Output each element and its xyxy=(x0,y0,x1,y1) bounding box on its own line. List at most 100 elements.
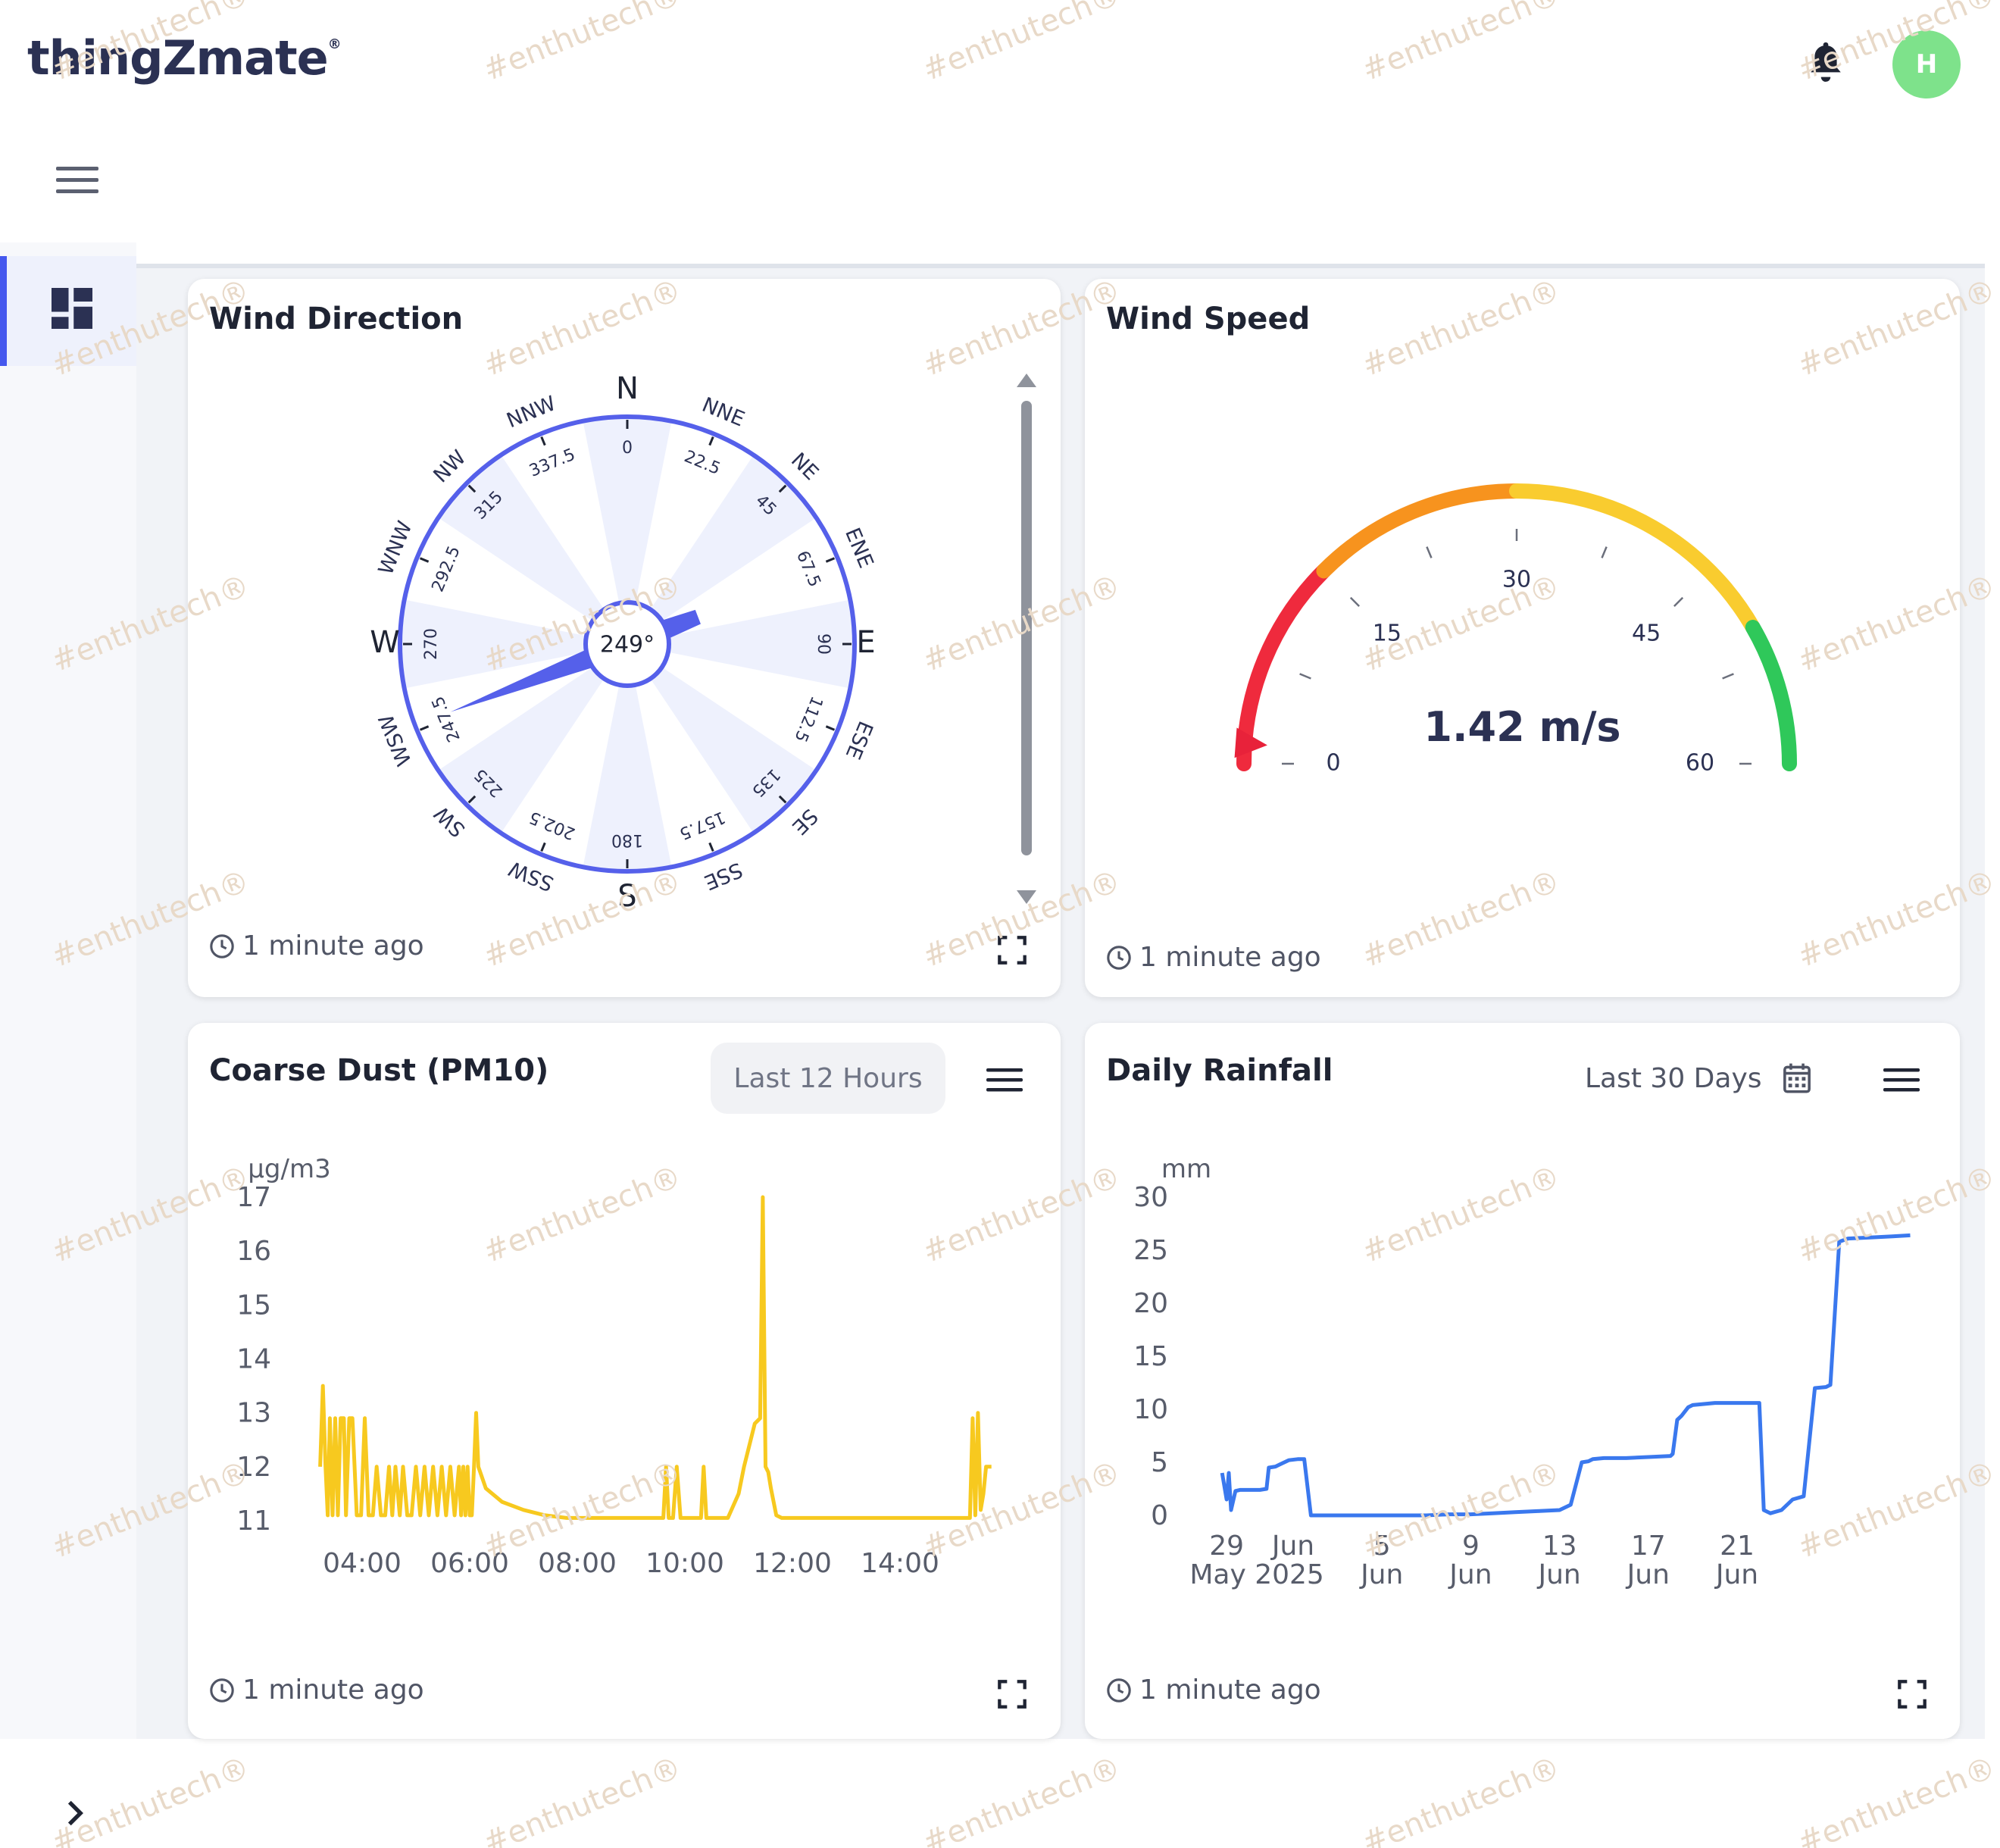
last-updated: 1 minute ago xyxy=(209,1674,424,1706)
compass-cardinal-label: W xyxy=(370,625,400,660)
logo-mark: ® xyxy=(327,36,342,52)
calendar-icon xyxy=(1783,1063,1811,1093)
compass-degree-label: 157.5 xyxy=(677,807,728,843)
fullscreen-icon[interactable] xyxy=(997,935,1027,965)
compass-cardinal-label: N xyxy=(616,371,639,406)
fullscreen-icon[interactable] xyxy=(1897,1679,1927,1709)
y-tick-label: 11 xyxy=(236,1506,271,1537)
daily-rainfall-card: Daily Rainfall Last 30 Days mm 0 5 10 15 20 25… xyxy=(1085,1023,1960,1739)
gauge-pointer xyxy=(1234,727,1267,758)
compass-sector xyxy=(627,455,817,644)
gauge-tick-label: 30 xyxy=(1502,567,1531,593)
gauge-band xyxy=(1316,483,1524,579)
compass-degree-label: 292.5 xyxy=(429,543,464,595)
y-tick-label: 10 xyxy=(1133,1394,1168,1425)
gauge-tick xyxy=(1426,546,1433,558)
gauge-tick xyxy=(1299,673,1311,680)
canvas-top-border xyxy=(136,264,1985,268)
active-indicator xyxy=(0,256,7,366)
compass-sector xyxy=(400,599,627,689)
menu-toggle-button[interactable] xyxy=(0,117,154,242)
gauge-tick xyxy=(1673,596,1684,607)
last-updated-text: 1 minute ago xyxy=(1139,942,1321,973)
gauge-tick-label: 0 xyxy=(1326,750,1340,777)
y-tick-label: 17 xyxy=(236,1182,271,1213)
coarse-dust-chart: µg/m3 11 12 13 14 15 16 17 04:00 06:00 08:00 10:00 1… xyxy=(236,1154,992,1579)
x-tick-label: 17 xyxy=(1631,1531,1666,1562)
y-tick-label: 14 xyxy=(236,1344,271,1375)
clock-icon xyxy=(210,1678,234,1703)
compass-tick xyxy=(540,842,546,852)
x-tick-label: 14:00 xyxy=(861,1548,939,1579)
compass-degree-label: 0 xyxy=(622,439,633,458)
last-updated-text: 1 minute ago xyxy=(242,1674,424,1706)
y-axis-unit: mm xyxy=(1161,1154,1211,1184)
compass-point-label: NW xyxy=(429,446,470,487)
sidebar-expand-button[interactable] xyxy=(0,1773,154,1848)
clock-icon xyxy=(210,933,234,958)
compass-point-label: NE xyxy=(786,449,823,485)
hamburger-icon[interactable] xyxy=(986,1067,1023,1093)
last-updated: 1 minute ago xyxy=(1106,1674,1321,1706)
compass-point-label: WSW xyxy=(374,711,417,769)
compass-degree-label: 112.5 xyxy=(790,693,826,745)
series-line xyxy=(318,1195,992,1520)
last-updated: 1 minute ago xyxy=(209,930,424,962)
compass-sector xyxy=(583,417,672,644)
hamburger-icon[interactable] xyxy=(1883,1067,1920,1093)
compass-cardinal-label: E xyxy=(856,625,875,660)
time-range-selector[interactable]: Last 12 Hours xyxy=(711,1043,945,1114)
x-tick-sublabel: Jun xyxy=(1536,1559,1580,1590)
x-tick-sublabel: Jun xyxy=(1714,1559,1758,1590)
gauge-tick xyxy=(1601,546,1608,558)
card-title: Wind Speed xyxy=(1106,302,1311,336)
x-tick-sublabel: May 2025 xyxy=(1189,1559,1324,1590)
coarse-dust-card: Coarse Dust (PM10) Last 12 Hours µg/m3 11… xyxy=(188,1023,1061,1739)
last-updated: 1 minute ago xyxy=(1106,942,1321,973)
compass-tick xyxy=(467,795,477,804)
compass-point-label: SE xyxy=(787,804,822,839)
compass-point-label: SW xyxy=(430,802,470,842)
y-tick-label: 0 xyxy=(1151,1500,1168,1531)
avatar[interactable]: H xyxy=(1892,30,1961,98)
compass-degree-label: 270 xyxy=(422,628,441,660)
compass-point-label: NNE xyxy=(698,393,748,432)
widget-scrollbar[interactable] xyxy=(1014,374,1039,904)
date-range-label: Last 30 Days xyxy=(1585,1062,1762,1094)
compass-value-label: 249° xyxy=(600,632,655,658)
y-axis-unit: µg/m3 xyxy=(248,1154,330,1184)
logo-text: thingZmate xyxy=(27,30,329,86)
compass-degree-label: 67.5 xyxy=(792,549,824,590)
logo: thingZmate® xyxy=(27,30,342,86)
bell-icon[interactable] xyxy=(1807,42,1845,87)
gauge-tick-label: 15 xyxy=(1373,620,1402,646)
watermark-text: #enthutech® xyxy=(917,1750,1127,1848)
compass-sector xyxy=(438,644,627,833)
x-tick-label: 12:00 xyxy=(753,1548,832,1579)
fullscreen-icon[interactable] xyxy=(997,1679,1027,1709)
x-tick-label: 04:00 xyxy=(323,1548,402,1579)
gauge-tick-label: 60 xyxy=(1686,750,1714,777)
compass-sector xyxy=(627,599,855,689)
compass-point-label: ENE xyxy=(840,524,877,571)
compass-tick xyxy=(708,842,714,852)
gauge-band xyxy=(1745,620,1797,771)
clock-icon xyxy=(1107,1678,1131,1703)
compass-point-label: NNW xyxy=(503,392,559,433)
watermark-text: #enthutech® xyxy=(1357,1750,1566,1848)
compass-point-label: SSE xyxy=(701,858,745,894)
compass-tick xyxy=(825,557,836,563)
watermark-text: #enthutech® xyxy=(478,0,687,89)
x-tick-sublabel: Jun xyxy=(1626,1559,1670,1590)
watermark-text: #enthutech® xyxy=(1357,0,1566,89)
wind-speed-gauge: 0 15 30 45 60 xyxy=(1234,483,1797,777)
sidebar xyxy=(0,117,136,1739)
x-tick-label: 9 xyxy=(1462,1531,1480,1562)
x-tick-label: 5 xyxy=(1373,1531,1391,1562)
dashboard-icon xyxy=(52,288,92,329)
x-tick-label: 21 xyxy=(1720,1531,1755,1562)
date-range-selector[interactable]: Last 30 Days xyxy=(1585,1059,1812,1097)
x-tick-label: Jun xyxy=(1270,1531,1314,1562)
compass-hub xyxy=(583,600,671,688)
